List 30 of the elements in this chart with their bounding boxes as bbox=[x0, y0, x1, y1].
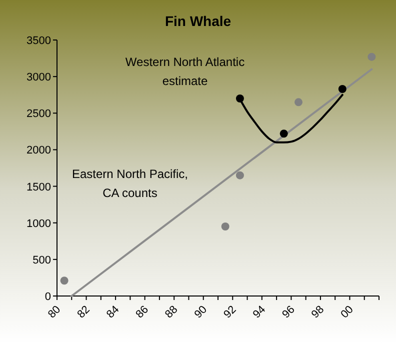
x-tick-label: 86 bbox=[134, 304, 151, 321]
x-tick-label: 88 bbox=[163, 304, 180, 321]
x-tick-label: 84 bbox=[104, 304, 122, 321]
x-tick-label: 98 bbox=[309, 304, 327, 321]
x-tick-label: 96 bbox=[280, 304, 298, 321]
annotation: Eastern North Pacific, CA counts bbox=[72, 167, 188, 200]
x-tick-label: 90 bbox=[192, 304, 210, 321]
chart-title: Fin Whale bbox=[164, 13, 232, 29]
y-tick-label: 1500 bbox=[26, 181, 51, 194]
point bbox=[236, 171, 244, 180]
y-tick-label: 2000 bbox=[26, 144, 51, 157]
point bbox=[60, 276, 68, 285]
point bbox=[338, 85, 346, 94]
x-tick-label: 82 bbox=[75, 304, 92, 321]
x-tick-label: 80 bbox=[46, 304, 64, 321]
annotation: Western North Atlantic estimate bbox=[125, 55, 245, 88]
y-tick-label: 3000 bbox=[26, 72, 51, 84]
x-tick-label: 00 bbox=[338, 304, 356, 321]
y-tick-label: 1000 bbox=[26, 218, 51, 230]
x-tick-label: 92 bbox=[222, 304, 239, 321]
point bbox=[236, 94, 244, 103]
point bbox=[221, 222, 230, 231]
x-tick-label: 94 bbox=[250, 304, 268, 321]
point bbox=[294, 98, 302, 106]
y-tick-label: 500 bbox=[32, 254, 51, 266]
y-tick-label: 2500 bbox=[26, 108, 51, 120]
y-tick-label: 3500 bbox=[26, 35, 51, 47]
y-tick-label: 0 bbox=[44, 291, 51, 303]
point bbox=[368, 52, 376, 61]
point bbox=[280, 130, 288, 138]
